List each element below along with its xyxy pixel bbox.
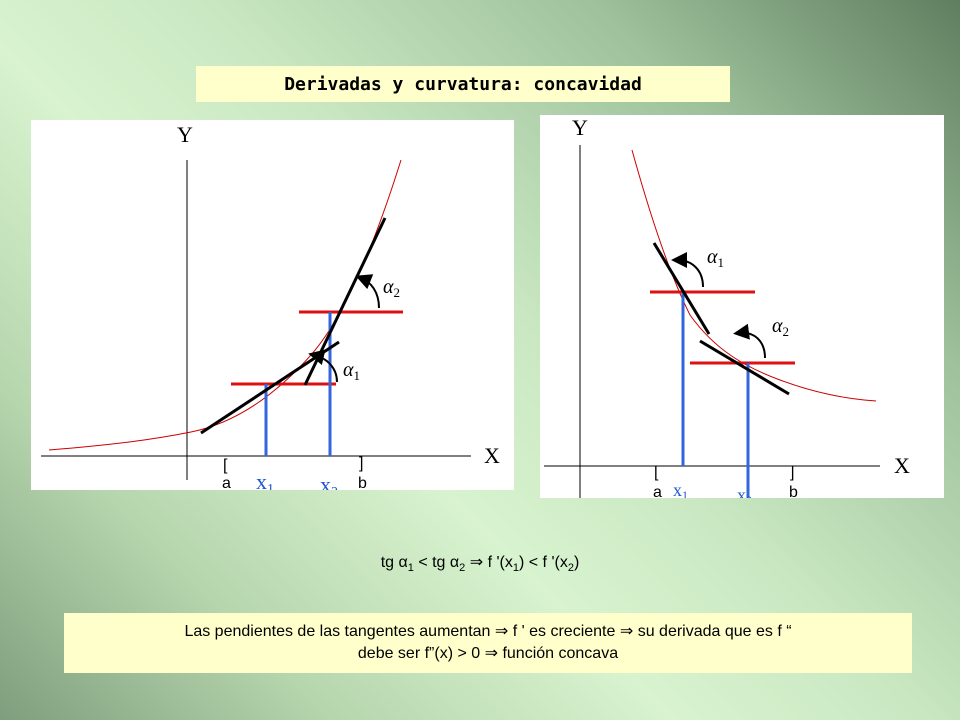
point-x1-label: x1: [256, 469, 274, 490]
title-box: Derivadas y curvatura: concavidad: [196, 66, 730, 102]
conclusion-line-2: debe ser f”(x) > 0 ⇒ función concava: [357, 645, 619, 662]
x-axis-label: X: [894, 453, 910, 478]
angle-1-label: α1: [707, 246, 724, 270]
formula-sub: 2: [567, 562, 574, 575]
angle-arc-1: [671, 252, 704, 288]
interval-start-label: a: [653, 484, 662, 498]
conclusion-box: Las pendientes de las tangentes aumentan…: [64, 613, 912, 673]
formula: tg α1 < tg α2 ⇒ f '(x1) < f '(x2): [0, 552, 960, 574]
angle-arc-2: [733, 323, 766, 359]
right-graph-panel: Y X [ ] a b x1 x2 α1 α2: [540, 115, 944, 498]
tangent-2: [699, 339, 790, 396]
bracket-open: [: [654, 464, 659, 481]
point-x2-label: x2: [320, 472, 338, 490]
y-axis-label: Y: [177, 122, 193, 147]
left-graph: Y X [ ] a b x1 x2 α1 α2: [41, 122, 500, 490]
angle-2-label: α2: [772, 315, 789, 339]
function-curve: [631, 149, 877, 402]
angle-arc-1: [308, 349, 338, 383]
angle-arc-2: [355, 274, 380, 309]
formula-part: ): [573, 554, 580, 571]
y-axis-label: Y: [572, 115, 588, 140]
formula-part: ⇒ f '(x: [465, 554, 513, 571]
formula-part: < tg α: [413, 554, 460, 571]
left-graph-panel: Y X [ ] a b x1 x2 α1 α2: [31, 120, 514, 490]
interval-end-label: b: [789, 484, 798, 498]
conclusion-text: Las pendientes de las tangentes aumentan…: [184, 621, 791, 665]
bracket-close: ]: [790, 464, 794, 481]
x-axis-label: X: [484, 443, 500, 468]
point-x1-label: x1: [673, 480, 688, 498]
function-curve: [48, 159, 402, 451]
bracket-close: ]: [359, 455, 363, 472]
conclusion-line-1: Las pendientes de las tangentes aumentan…: [184, 623, 792, 640]
page-title: Derivadas y curvatura: concavidad: [284, 73, 642, 95]
bracket-open: [: [223, 457, 228, 474]
formula-sub: 2: [459, 562, 466, 575]
interval-start-label: a: [222, 475, 231, 490]
tangent-1: [652, 242, 711, 335]
formula-part: tg α: [380, 554, 408, 571]
formula-sub: 1: [512, 562, 519, 575]
formula-sub: 1: [407, 562, 414, 575]
formula-part: ) < f '(x: [518, 554, 568, 571]
angle-1-label: α1: [343, 359, 360, 383]
angle-2-label: α2: [383, 276, 400, 300]
interval-end-label: b: [358, 475, 367, 490]
right-graph: Y X [ ] a b x1 x2 α1 α2: [544, 115, 910, 498]
point-x2-label: x2: [737, 485, 752, 498]
